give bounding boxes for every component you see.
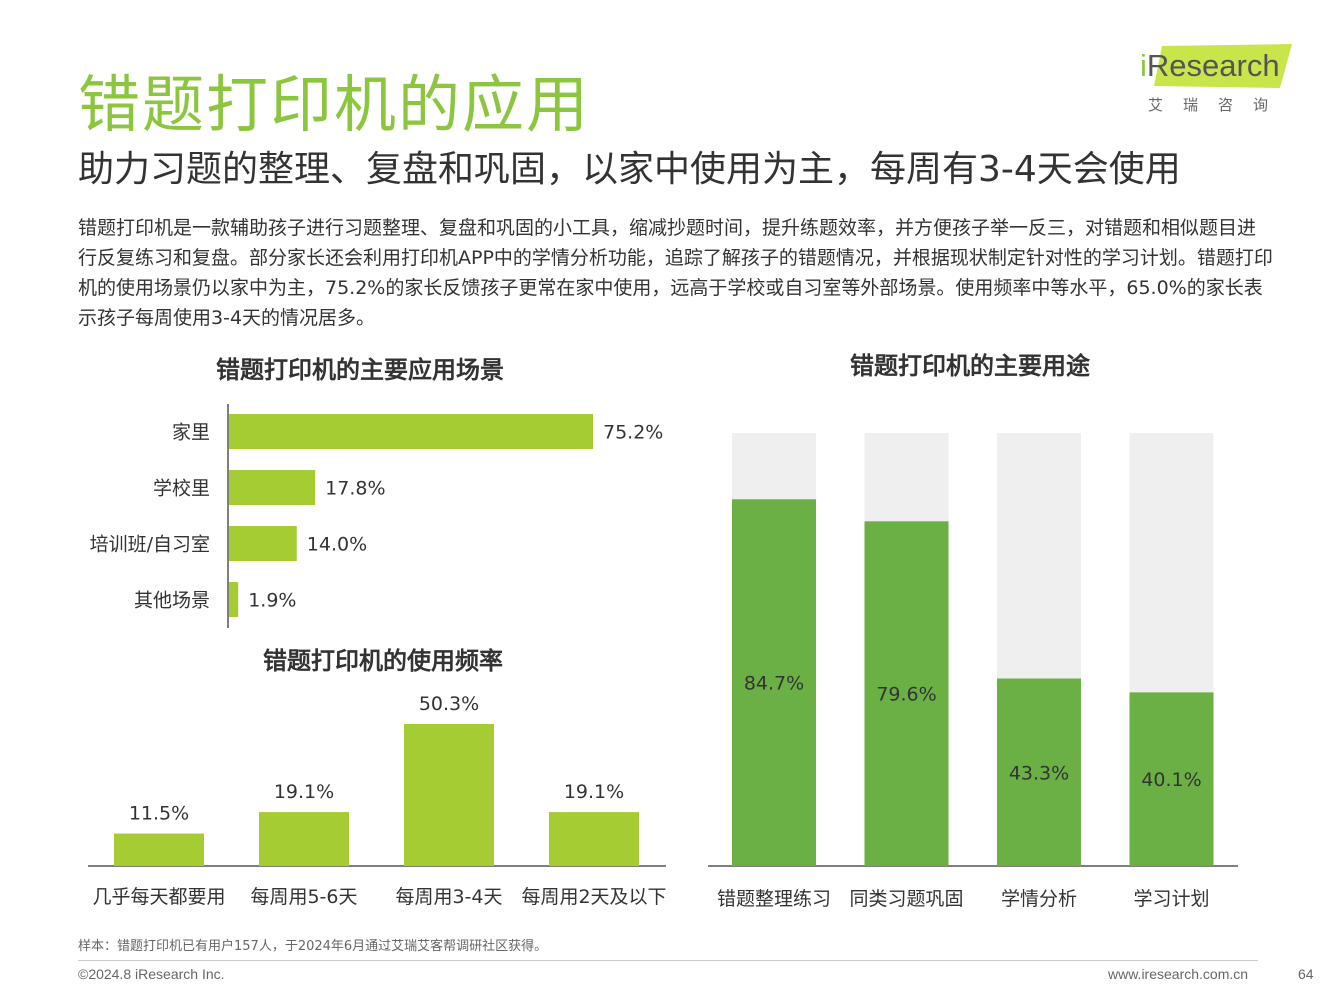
uses-bar	[864, 521, 949, 866]
logo-banner	[1154, 44, 1292, 88]
frequency-value-label: 19.1%	[564, 781, 624, 803]
scenes-category-label: 培训班/自习室	[90, 534, 210, 556]
uses-bar	[732, 499, 816, 866]
iresearch-logo: iResearch 艾瑞咨询	[1140, 42, 1300, 120]
copyright: ©2024.8 iResearch Inc.	[78, 966, 225, 982]
uses-category-label: 同类习题巩固	[849, 888, 963, 910]
frequency-category-label: 每周用5-6天	[250, 886, 357, 908]
logo-banner-shape	[1154, 44, 1292, 88]
chart-title-frequency: 错题打印机的使用频率	[263, 647, 503, 675]
logo-text: iResearch	[1140, 48, 1280, 84]
page-title: 错题打印机的应用	[78, 68, 591, 141]
uses-category-label: 学情分析	[1001, 888, 1077, 910]
frequency-bar	[549, 812, 639, 866]
uses-value-label: 43.3%	[1009, 762, 1069, 784]
chart-uses: 84.7% 错题整理练习 79.6% 同类习题巩固 43.3% 学情分析 40.1% 学习计划	[708, 433, 1238, 910]
frequency-category-label: 几乎每天都要用	[92, 886, 225, 908]
frequency-bar	[114, 833, 204, 866]
uses-value-label: 79.6%	[876, 684, 936, 706]
scenes-category-label: 其他场景	[134, 590, 210, 612]
frequency-category-label: 每周用3-4天	[395, 886, 502, 908]
scenes-category-label: 学校里	[153, 478, 210, 500]
uses-category-label: 学习计划	[1133, 888, 1209, 910]
uses-value-label: 84.7%	[744, 673, 804, 695]
sample-footnote: 样本：错题打印机已有用户157人，于2024年6月通过艾瑞艾客帮调研社区获得。	[78, 939, 548, 954]
website-link[interactable]: www.iresearch.com.cn	[1108, 966, 1249, 982]
body-paragraph: 错题打印机是一款辅助孩子进行习题整理、复盘和巩固的小工具，缩减抄题时间，提升练题…	[78, 217, 1273, 329]
scenes-value-label: 17.8%	[325, 478, 385, 500]
scenes-value-label: 14.0%	[307, 534, 367, 556]
chart-title-scenes: 错题打印机的主要应用场景	[216, 356, 504, 384]
frequency-value-label: 11.5%	[129, 803, 189, 825]
frequency-category-label: 每周用2天及以下	[521, 886, 666, 908]
uses-bar	[1129, 692, 1214, 866]
uses-bar	[997, 678, 1081, 866]
scenes-bar	[229, 414, 593, 449]
frequency-bar	[259, 812, 349, 866]
scenes-bar	[229, 526, 297, 561]
chart-title-uses: 错题打印机的主要用途	[850, 352, 1090, 380]
logo-mark: i	[1140, 48, 1147, 83]
chart-scenes: 家里 75.2% 学校里 17.8% 培训班/自习室 14.0% 其他场景 1.9%	[90, 404, 663, 628]
frequency-value-label: 19.1%	[274, 781, 334, 803]
frequency-value-label: 50.3%	[419, 693, 479, 715]
logo-word: Research	[1146, 48, 1280, 83]
chart-frequency: 11.5% 几乎每天都要用 19.1% 每周用5-6天 50.3% 每周用3-4天 19.1…	[88, 693, 667, 908]
page-number: 64	[1298, 966, 1314, 982]
uses-value-label: 40.1%	[1141, 769, 1201, 791]
scenes-value-label: 1.9%	[248, 590, 296, 612]
logo-subtext: 艾瑞咨询	[1148, 96, 1289, 114]
footer-divider	[78, 960, 1258, 961]
scenes-category-label: 家里	[172, 422, 210, 444]
uses-category-label: 错题整理练习	[717, 888, 831, 910]
frequency-bar	[404, 724, 494, 866]
scenes-value-label: 75.2%	[603, 422, 663, 444]
page-subtitle: 助力习题的整理、复盘和巩固，以家中使用为主，每周有3-4天会使用	[78, 149, 1181, 190]
scenes-bar	[229, 582, 239, 617]
scenes-bar	[229, 470, 316, 505]
